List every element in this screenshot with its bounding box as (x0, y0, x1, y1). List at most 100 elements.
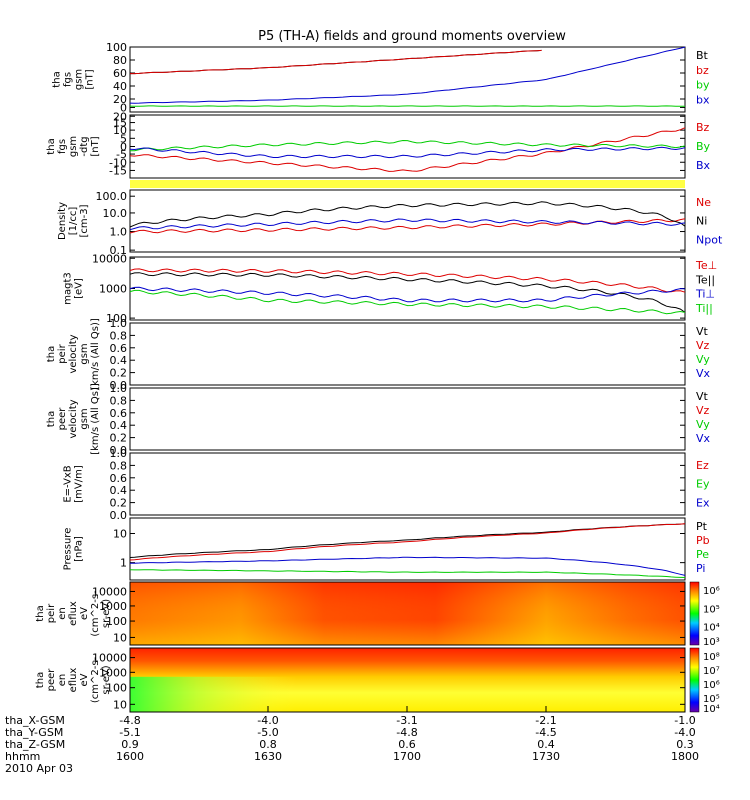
y-axis-label-line: tha (46, 138, 57, 154)
y-tick-label: 10 (113, 124, 127, 137)
legend-entry: bz (696, 64, 709, 77)
legend-entry: Pb (696, 534, 710, 547)
y-axis-label: tha peir en eflux eV (cm^2-s-sr-eV) (35, 590, 112, 637)
series-By (129, 139, 686, 152)
x-tick-label: 1700 (393, 750, 421, 763)
y-tick-label: 10.0 (103, 207, 128, 220)
y-axis-label-line: gsm (79, 343, 90, 364)
x-tick-label: 1630 (254, 750, 282, 763)
y-axis-label-line: [nPa] (74, 536, 85, 562)
x-tick-label: 0.3 (676, 738, 694, 751)
y-tick-label: 1.0 (110, 226, 128, 239)
series-Te⊥ (129, 268, 686, 293)
y-axis-label-line: peer (57, 407, 68, 431)
x-axis-group: -4.8 -4.0 -3.1 -2.1 -1.0 -5.1 -5.0 -4.8 -4.5 -4.0… (5, 706, 699, 775)
x-tick-label: 0.9 (121, 738, 139, 751)
series-Ti⊥ (129, 286, 686, 303)
colorbar (689, 581, 700, 646)
series-Te|| (129, 272, 686, 313)
x-tick-label: -2.1 (535, 714, 556, 727)
y-axis-label-line: eflux (68, 601, 79, 626)
y-tick-label: 0.2 (110, 432, 128, 445)
x-tick-label: -4.5 (535, 726, 556, 739)
legend-entry: Vy (696, 353, 710, 366)
legend-entry: Ez (696, 459, 709, 472)
y-tick-label: 5 (120, 132, 127, 145)
x-tick-label: 0.6 (398, 738, 416, 751)
panel-frame (129, 517, 686, 581)
legend-entry: Ne (696, 196, 711, 209)
y-axis-label-line: gsm (68, 136, 79, 157)
series-Bz (129, 127, 686, 172)
y-tick-label: -10 (109, 156, 127, 169)
legend-entry: Npot (696, 233, 723, 246)
y-tick-label: 1.0 (110, 317, 128, 330)
legend-entry: Te⊥ (695, 259, 717, 272)
y-tick-label: 100 (106, 312, 127, 325)
y-tick-label: 0.6 (110, 407, 128, 420)
legend-entry: Pe (696, 548, 709, 561)
series-bx (129, 46, 686, 104)
panel-frame (129, 256, 686, 321)
y-tick-label: 0.6 (110, 472, 128, 485)
y-axis-label: tha peer en eflux eV (cm^2-s-sr-eV) (35, 656, 112, 703)
y-axis-label-line: tha (35, 605, 46, 621)
y-tick-label: 10000 (92, 252, 127, 265)
panel-frame (129, 114, 686, 179)
y-tick-label: 0.0 (110, 509, 128, 522)
colorbar (689, 647, 700, 713)
x-tick-label: 1600 (116, 750, 144, 763)
y-axis-label-line: tha (46, 346, 57, 362)
y-tick-label: 10000 (92, 652, 127, 665)
y-axis-label-line: fgs (63, 72, 74, 87)
y-axis-label-line: Density (57, 202, 68, 240)
panel-frame (129, 581, 686, 646)
legend-entry: Vx (696, 432, 711, 445)
panel-frame (129, 452, 686, 516)
y-axis-label-line: [km/s (All Qs)] (90, 318, 101, 390)
y-axis-label-line: peer (46, 668, 57, 692)
y-tick-label: 1.0 (110, 447, 128, 460)
y-axis-label-line: (cm^2-s- (90, 590, 101, 637)
legend-entry: bx (696, 93, 710, 106)
series-Ni (129, 201, 686, 228)
y-axis-label: magt3 [eV] (63, 272, 85, 305)
y-tick-label: 0 (120, 101, 127, 114)
colorbar-label: 10⁴ (703, 623, 720, 634)
x-axis-row-label: tha_X-GSM (5, 714, 65, 727)
y-tick-label: 100.0 (96, 190, 128, 203)
legend-entry: Ey (696, 478, 710, 491)
series-Pi (130, 556, 686, 576)
y-tick-label: 0.2 (110, 367, 128, 380)
y-axis-label-line: eV (79, 673, 90, 686)
y-axis-label-line: [1/cc] (68, 207, 79, 236)
series-Ti|| (129, 289, 686, 315)
legend-entry: Bt (696, 49, 709, 62)
x-tick-label: -4.8 (396, 726, 417, 739)
y-axis-label-line: sr-eV) (101, 665, 112, 694)
y-axis-label-line: eV (79, 607, 90, 620)
y-axis-label-line: fgs (57, 139, 68, 154)
y-tick-label: 100 (106, 615, 127, 628)
y-tick-label: 10 (113, 631, 127, 644)
y-tick-label: 0.1 (110, 244, 128, 257)
x-tick-label: -4.0 (674, 726, 695, 739)
y-axis-label-line: [eV] (74, 278, 85, 299)
y-axis-label-line: tha (35, 672, 46, 688)
x-tick-label: -4.8 (119, 714, 140, 727)
panel-frame (129, 189, 686, 253)
y-axis-label: E=-VxB [mV/m] (63, 465, 85, 503)
x-tick-label: 0.4 (537, 738, 555, 751)
colorbar-label: 10⁶ (703, 680, 720, 691)
y-tick-label: 0.8 (110, 329, 128, 342)
y-tick-label: 1.0 (110, 382, 128, 395)
legend-entry: Ni (696, 215, 707, 228)
x-tick-label: -1.0 (674, 714, 695, 727)
